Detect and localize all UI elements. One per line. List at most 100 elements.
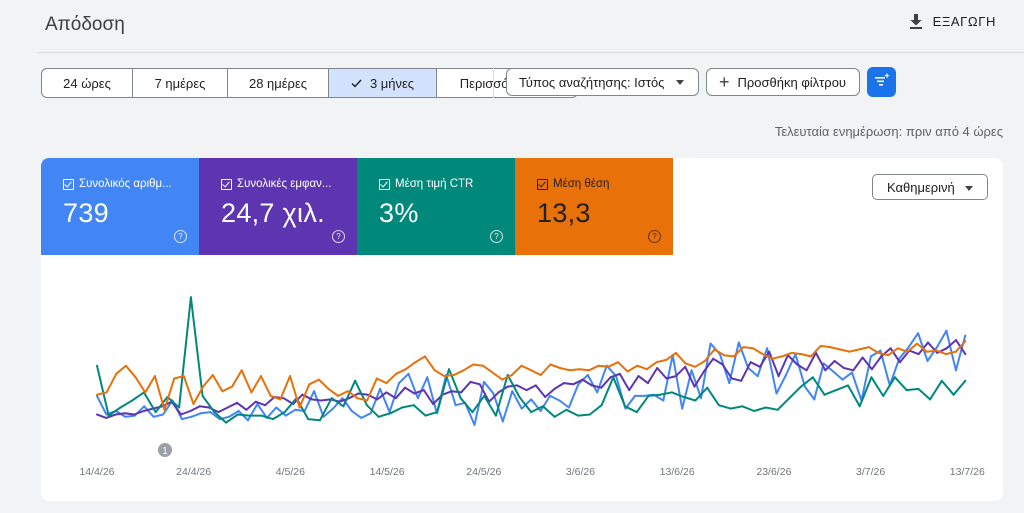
search-type-dropdown[interactable]: Τύπος αναζήτησης: Ιστός xyxy=(506,68,699,96)
data-point xyxy=(665,377,668,380)
data-point xyxy=(460,391,463,394)
chevron-down-icon xyxy=(965,186,973,191)
data-point xyxy=(728,382,731,385)
data-point xyxy=(936,351,939,354)
data-point xyxy=(954,350,957,353)
performance-line-chart: 14/4/26 24/4/26 4/5/26 14/5/26 24/5/26 3/6/26… xyxy=(79,296,985,478)
data-point xyxy=(379,387,382,390)
data-point xyxy=(443,375,446,378)
data-point xyxy=(964,379,967,382)
x-tick-label: 3/7/26 xyxy=(856,466,885,478)
help-icon[interactable]: ? xyxy=(648,230,661,243)
data-point xyxy=(162,413,165,416)
data-point xyxy=(462,369,465,372)
help-icon[interactable]: ? xyxy=(490,230,503,243)
data-point xyxy=(240,369,243,372)
add-filter-button[interactable]: + Προσθήκη φίλτρου xyxy=(706,68,860,96)
data-point xyxy=(553,387,556,390)
annotation-marker[interactable]: 1 xyxy=(158,443,172,457)
data-point xyxy=(198,405,201,408)
filter-settings-button[interactable] xyxy=(867,67,896,97)
data-point xyxy=(740,379,743,382)
data-point xyxy=(348,397,351,400)
filter-sparkle-icon xyxy=(874,72,890,92)
annotation-number: 1 xyxy=(162,446,168,457)
data-point xyxy=(835,389,838,392)
data-point xyxy=(964,353,967,356)
data-point xyxy=(717,404,720,407)
data-point xyxy=(497,391,500,394)
data-point xyxy=(694,399,697,402)
data-point xyxy=(758,365,761,368)
data-point xyxy=(766,347,769,350)
data-point xyxy=(877,351,880,354)
help-icon[interactable]: ? xyxy=(174,230,187,243)
range-28d[interactable]: 28 ημέρες xyxy=(228,69,329,97)
granularity-dropdown[interactable]: Καθημερινή xyxy=(872,174,988,200)
data-point xyxy=(539,410,542,412)
metric-average-position[interactable]: Μέση θέση 13,3 ? xyxy=(515,158,673,255)
data-point xyxy=(153,375,156,378)
data-point xyxy=(681,407,684,410)
data-point xyxy=(511,390,514,393)
checkbox-icon xyxy=(63,178,74,190)
export-button[interactable]: ΕΞΑΓΩΓΗ xyxy=(909,14,996,29)
data-point xyxy=(693,385,696,388)
range-7d[interactable]: 7 ημέρες xyxy=(133,69,228,97)
data-point xyxy=(907,346,910,349)
data-point xyxy=(861,356,864,359)
data-point xyxy=(448,368,450,371)
data-point xyxy=(494,414,497,417)
data-point xyxy=(182,375,185,378)
data-point xyxy=(142,410,145,412)
range-24h[interactable]: 24 ώρες xyxy=(42,69,133,97)
data-point xyxy=(516,384,519,387)
data-point xyxy=(366,393,369,396)
data-point xyxy=(510,374,513,376)
data-point xyxy=(96,393,98,396)
data-point xyxy=(852,369,855,372)
data-point xyxy=(436,411,439,414)
metric-total-impressions[interactable]: Συνολικές εμφαν... 24,7 χιλ. ? xyxy=(199,158,357,255)
data-point xyxy=(114,413,117,416)
data-point xyxy=(898,361,901,364)
chevron-down-icon xyxy=(676,79,685,85)
annotation-badge xyxy=(158,443,172,457)
granularity-label: Καθημερινή xyxy=(887,179,955,195)
help-icon[interactable]: ? xyxy=(332,230,345,243)
x-tick-label: 13/7/26 xyxy=(950,466,985,478)
x-tick-label: 14/4/26 xyxy=(79,466,114,478)
data-point xyxy=(643,394,646,397)
data-point xyxy=(163,408,166,411)
data-point xyxy=(469,380,472,383)
data-point xyxy=(201,394,204,397)
data-point xyxy=(289,375,291,378)
metric-total-clicks[interactable]: Συνολικός αριθμ... 739 ? xyxy=(41,158,199,255)
data-point xyxy=(713,348,716,351)
range-3m[interactable]: 3 μήνες xyxy=(329,69,437,97)
data-point xyxy=(805,369,808,372)
data-point xyxy=(887,354,890,357)
data-point xyxy=(144,391,147,394)
data-point xyxy=(624,407,627,410)
data-point xyxy=(562,382,565,385)
data-point xyxy=(777,375,780,378)
data-point xyxy=(553,415,556,418)
data-point xyxy=(124,415,127,418)
data-point xyxy=(124,412,126,415)
data-point xyxy=(964,340,967,343)
data-point xyxy=(354,379,357,382)
range-7d-label: 7 ημέρες xyxy=(154,75,206,91)
data-point xyxy=(674,375,677,378)
page-title: Απόδοση xyxy=(45,14,125,35)
range-28d-label: 28 ημέρες xyxy=(248,75,308,91)
data-point xyxy=(450,390,453,393)
data-point xyxy=(730,377,733,380)
data-point xyxy=(771,357,774,360)
data-point xyxy=(360,416,363,419)
data-point xyxy=(385,391,388,394)
data-point xyxy=(426,376,429,379)
data-point xyxy=(917,332,920,335)
metric-average-ctr[interactable]: Μέση τιμή CTR 3% ? xyxy=(357,158,515,255)
data-point xyxy=(609,376,612,379)
